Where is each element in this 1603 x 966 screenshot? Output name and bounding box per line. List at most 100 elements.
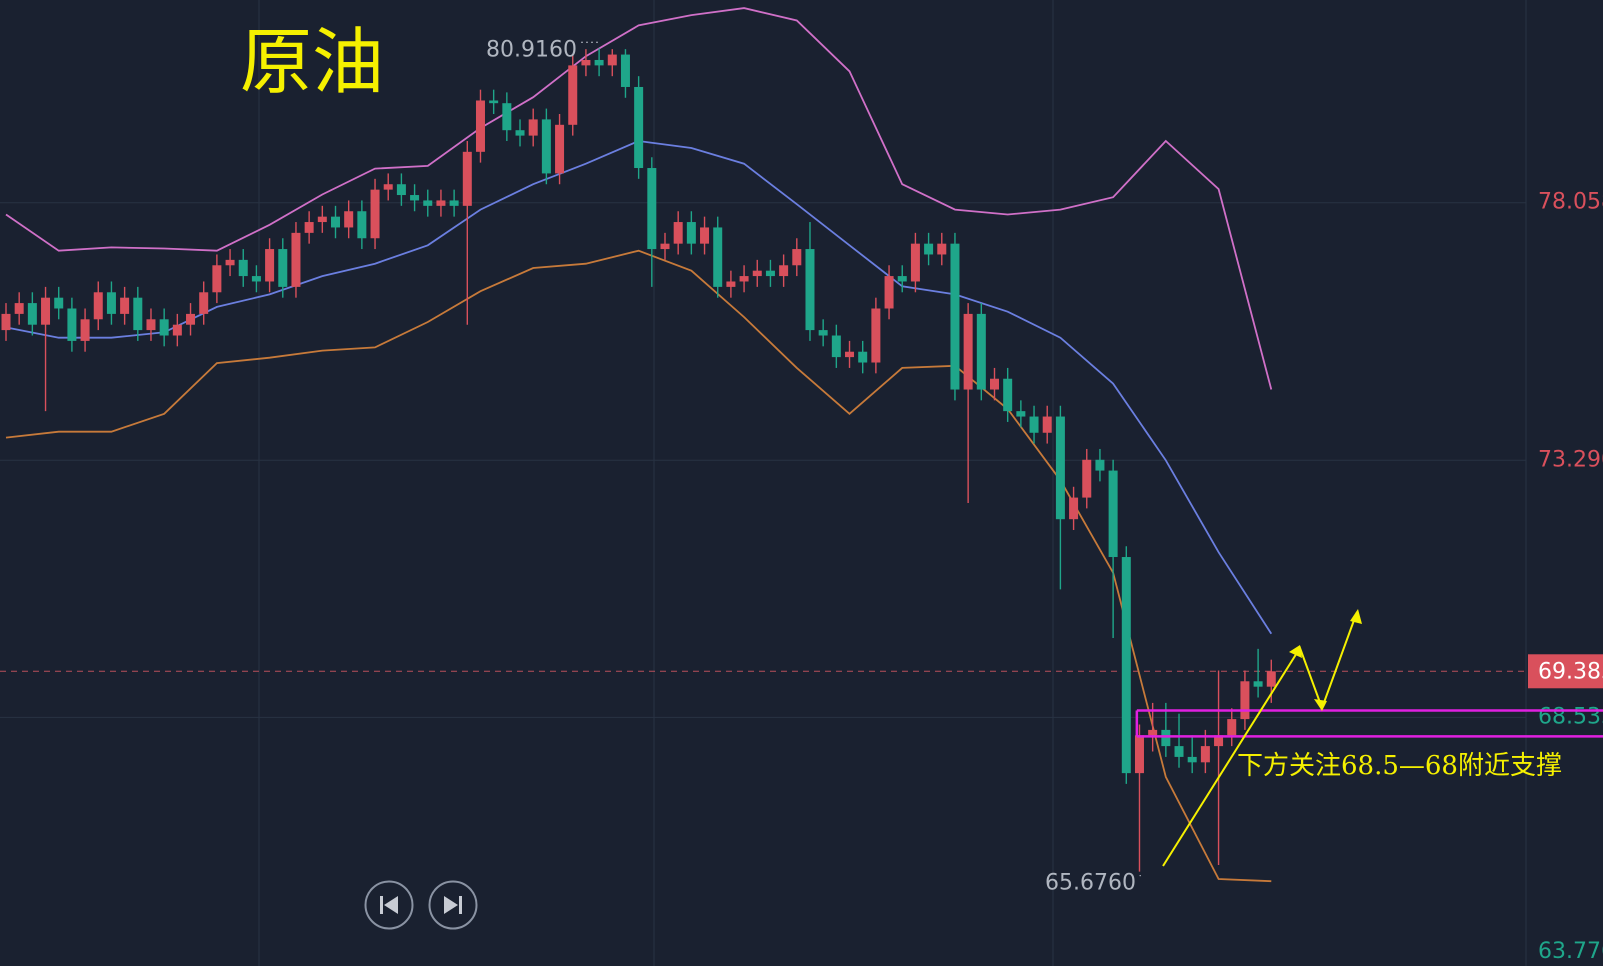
candle-body [555,124,565,174]
candle-body [1029,416,1039,433]
candle-body [765,270,775,277]
candle-body [660,243,670,250]
candle-body [1108,470,1118,558]
candle-body [568,65,578,125]
candle-body [238,259,248,277]
candle-body [225,259,235,266]
current-price-label: 69.385 [1538,659,1603,684]
next-button[interactable] [428,880,478,930]
candle-body [607,54,617,66]
candle-body [1214,735,1224,747]
candle-body [528,119,538,136]
candle-body [594,59,604,66]
candle-body [884,276,894,309]
candle-body [1200,746,1210,763]
playback-controls [364,880,478,930]
y-tick-label: 63.776 [1538,939,1603,964]
candle-body [120,297,130,314]
candle-body [106,292,116,314]
candle-body [1042,416,1052,433]
candle-body [1161,729,1171,747]
candle-body [489,100,499,104]
candle-body [1121,557,1131,774]
candle-body [1148,729,1158,736]
candle-body [93,292,103,320]
candle-body [1266,671,1276,687]
candle-body [212,265,222,293]
candle-body [67,308,77,341]
candle-body [976,313,986,390]
candle-body [871,308,881,363]
candle-body [475,100,485,152]
candle-body [436,200,446,206]
candle-body [1082,459,1092,498]
candle-body [14,303,24,314]
candle-body [449,200,459,206]
candle-body [950,243,960,390]
candle-body [502,103,512,131]
candle-body [186,313,196,325]
candle-body [620,54,630,87]
candle-body [344,211,354,228]
candle-body [779,265,789,277]
candle-body [1069,497,1079,520]
candle-body [1174,746,1184,757]
candle-body [357,211,367,239]
candle-body [831,335,841,358]
candle-body [634,86,644,169]
candle-body [410,195,420,201]
candle-body [686,222,696,244]
candle-body [1055,416,1065,520]
y-tick-label: 78.058 [1538,190,1603,215]
candle-body [1016,411,1026,417]
candle-body [647,168,657,250]
candle-body [897,276,907,282]
forecast-path [1162,611,1358,867]
candle-body [726,281,736,287]
candle-body [752,270,762,277]
candle-body [1134,735,1144,774]
candle-body [673,222,683,244]
candle-body [541,119,551,174]
candle-body [805,249,815,331]
chart-title: 原油 [240,20,384,104]
band-line [5,249,1272,883]
min-label: 65.6760 [1045,871,1136,896]
candle-body [159,319,169,336]
candle-body [462,151,472,206]
candle-body [133,297,143,331]
candle-body [304,222,314,233]
candle-body [291,232,301,287]
candle-body [54,297,64,309]
candle-body [515,130,525,136]
candle-body [146,319,156,331]
candle-body [1240,681,1250,720]
candle-body [858,351,868,363]
candle-body [1253,681,1263,687]
candle-body [265,249,275,282]
candle-body [792,249,802,266]
band-line [5,7,1273,390]
current-price-tag [1528,654,1603,689]
candle-body [317,216,327,223]
candle-body [331,216,340,228]
arrow-head [1289,645,1302,658]
candle-body [818,330,828,336]
candle-body [172,324,182,336]
candle-body [199,292,209,314]
candle-body [990,378,999,390]
candle-body [581,59,591,66]
band-line [5,140,1273,635]
candle-body [41,297,51,325]
candle-body [910,243,920,282]
candle-body [1095,459,1105,471]
candle-body [700,227,710,244]
y-tick-label: 68.533 [1538,704,1603,729]
candle-body [937,243,947,255]
candle-body [370,189,380,239]
prev-button[interactable] [364,880,414,930]
candle-body [845,351,855,358]
candle-body [924,243,934,255]
candle-body [27,303,37,325]
